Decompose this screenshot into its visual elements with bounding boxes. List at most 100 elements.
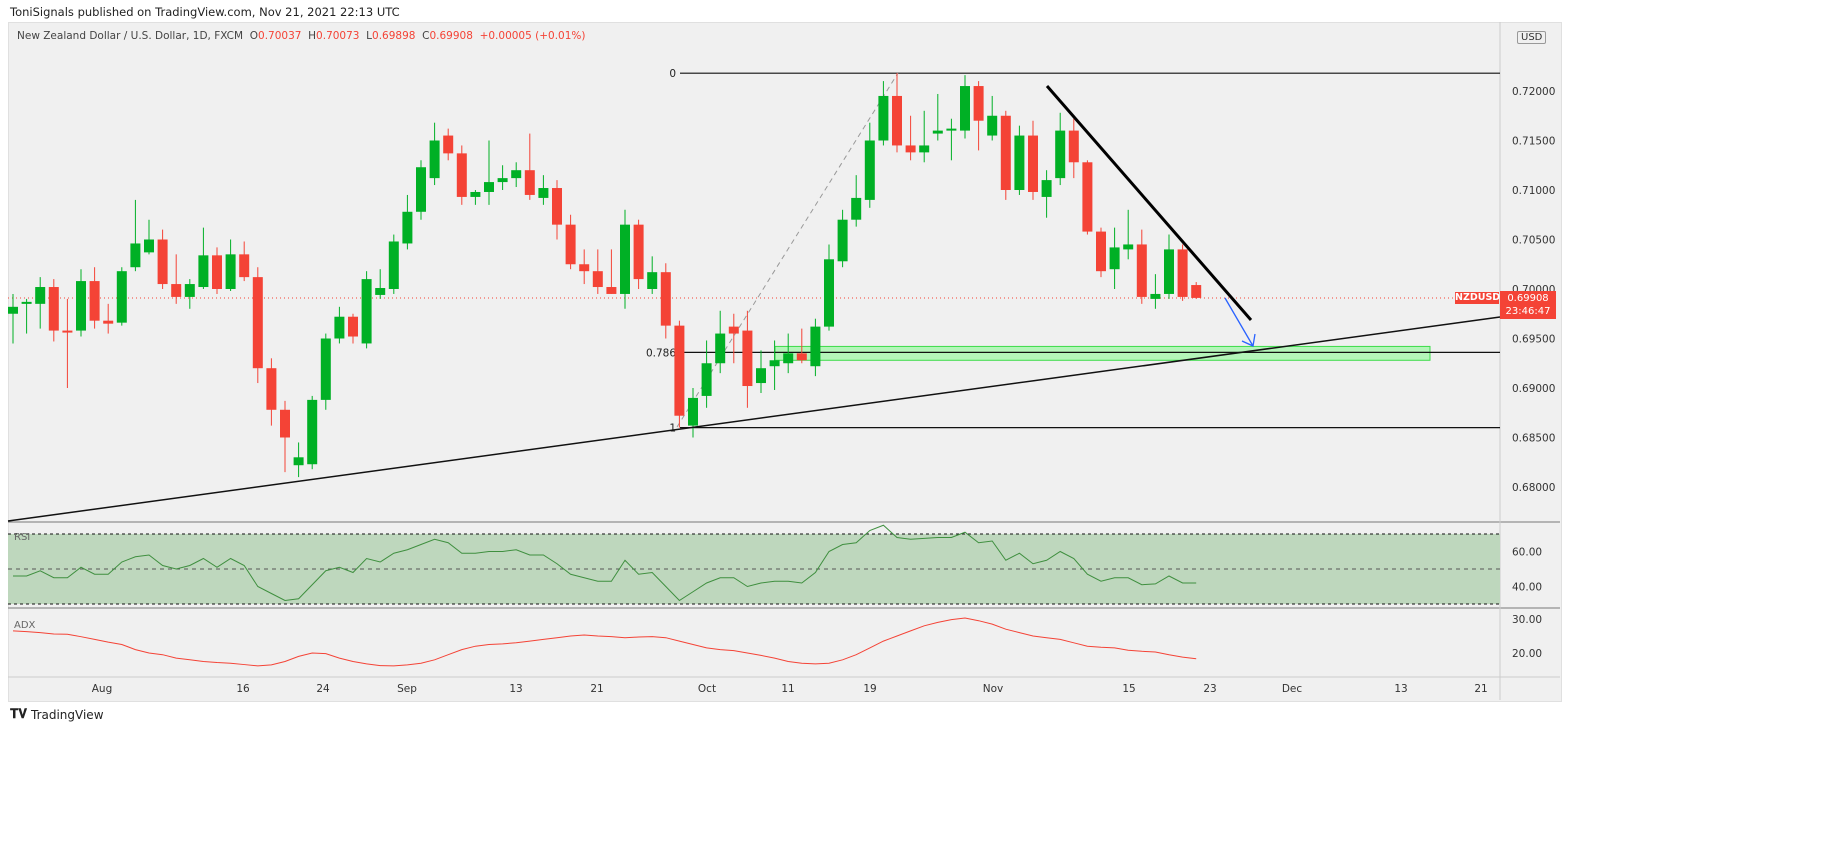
candle-body [252, 277, 263, 369]
support-zone [774, 345, 1431, 361]
price-tick-label: 0.69500 [1512, 334, 1555, 346]
rsi-tick-label: 60.00 [1512, 547, 1542, 559]
time-tick-label: 11 [781, 683, 794, 695]
candle-body [796, 353, 807, 361]
price-tick-label: 0.71500 [1512, 136, 1555, 148]
candle-body [35, 287, 46, 304]
tradingview-logo-icon: 𝐓𝐕 [10, 707, 27, 722]
candle-body [334, 316, 345, 339]
candle-body [973, 86, 984, 121]
fib-trend-dashed-line [676, 72, 899, 428]
candle-body [824, 259, 834, 327]
time-tick-label: 21 [590, 683, 603, 695]
open-label: O [249, 30, 259, 42]
candle-body [116, 271, 127, 323]
fib-label-0786: 0.786 [646, 347, 676, 359]
candle-body [769, 360, 780, 367]
time-tick-label: 15 [1122, 683, 1135, 695]
candle-body [524, 170, 535, 195]
candle-body [1109, 247, 1120, 270]
candle-body [470, 191, 481, 197]
price-tick-label: 0.70500 [1512, 235, 1555, 247]
time-tick-label: 16 [236, 683, 250, 695]
rsi-label: RSI [14, 532, 30, 543]
candle-body [1014, 135, 1025, 190]
price-tick-label: 0.69000 [1512, 383, 1555, 395]
candle-body [443, 135, 454, 154]
high-label: H [308, 30, 317, 42]
candle-body [620, 224, 630, 294]
candle-body [552, 188, 562, 225]
low-label: L [366, 30, 373, 42]
candle-body [728, 326, 739, 334]
candle-body [592, 271, 603, 288]
candle-body [756, 368, 766, 384]
candle-body [1123, 244, 1134, 250]
currency-button[interactable]: USD [1517, 31, 1547, 44]
candle-body [1082, 162, 1093, 232]
candle-body [837, 219, 848, 262]
candle-body [484, 182, 494, 192]
candle-body [538, 188, 549, 198]
rsi-tick-label: 40.00 [1512, 582, 1542, 594]
candle-body [212, 255, 222, 289]
candle-body [1041, 180, 1052, 197]
price-tick-label: 0.68500 [1512, 433, 1555, 445]
time-tick-label: 13 [509, 683, 522, 695]
price-tick-label: 0.71000 [1512, 185, 1555, 197]
candle-body [76, 281, 86, 331]
close-value: 0.69908 [429, 30, 473, 42]
low-value: 0.69898 [372, 30, 416, 42]
tradingview-logo[interactable]: 𝐓𝐕 TradingView [10, 707, 104, 722]
publish-attribution: ToniSignals published on TradingView.com… [10, 5, 400, 19]
candle-body [1055, 130, 1066, 179]
candle-body [1177, 249, 1188, 297]
symbol-tag: NZDUSD [1455, 292, 1501, 304]
candle-body [742, 330, 753, 387]
adx-label: ADX [14, 620, 36, 631]
candle-body [8, 306, 18, 314]
symbol-legend: New Zealand Dollar / U.S. Dollar, 1D, FX… [17, 30, 585, 42]
candle-body [320, 338, 331, 400]
time-tick-label: 21 [1474, 683, 1487, 695]
candle-body [402, 211, 413, 244]
descending-trendline [1045, 85, 1253, 321]
adx-tick-label: 30.00 [1512, 614, 1542, 626]
candle-body [919, 145, 930, 153]
candle-body [416, 167, 426, 212]
candle-body [280, 409, 290, 438]
candle-body [565, 224, 576, 265]
candle-body [579, 264, 590, 272]
candle-body [511, 170, 522, 179]
candle-body [864, 140, 875, 200]
candle-body [89, 281, 100, 321]
candle-body [1136, 244, 1147, 297]
candle-body [660, 272, 671, 326]
candle-body [62, 330, 73, 333]
candle-body [932, 130, 943, 134]
candle-body [307, 399, 318, 465]
candle-body [157, 239, 168, 285]
candle-body [497, 178, 508, 183]
high-value: 0.70073 [316, 30, 360, 42]
fib-label-0: 0 [669, 68, 676, 80]
candle-body [388, 241, 399, 289]
candle-body [103, 320, 114, 324]
footer-logo-text: TradingView [31, 707, 104, 722]
candle-body [688, 397, 698, 426]
candle-body [48, 287, 59, 331]
candle-body [21, 301, 32, 304]
candle-body [293, 457, 304, 466]
candle-body [892, 95, 902, 146]
candle-body [1150, 293, 1161, 299]
candle-body [633, 224, 644, 280]
time-tick-label: 19 [863, 683, 876, 695]
candle-body [1000, 115, 1011, 190]
symbol-title: New Zealand Dollar / U.S. Dollar, 1D, FX… [17, 30, 244, 42]
candle-body [905, 145, 916, 153]
candle-body [1164, 249, 1174, 294]
candle-body [810, 326, 821, 367]
change-value: +0.00005 (+0.01%) [479, 30, 586, 42]
candle-body [960, 86, 970, 131]
